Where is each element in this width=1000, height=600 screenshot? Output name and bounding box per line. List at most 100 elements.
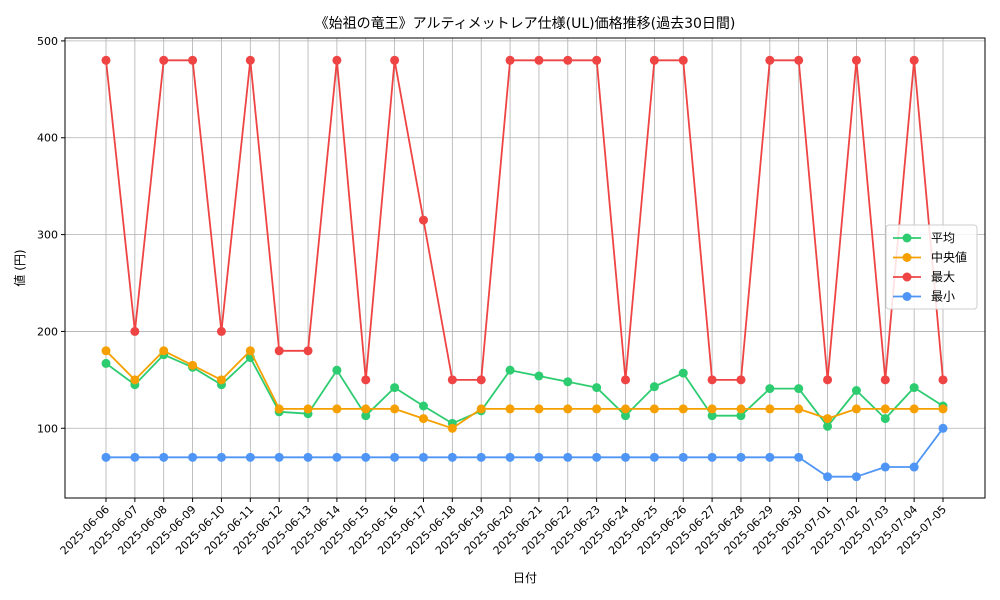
- data-point: [910, 404, 919, 413]
- data-point: [823, 414, 832, 423]
- data-point: [823, 375, 832, 384]
- y-tick-label: 200: [37, 325, 58, 338]
- data-point: [650, 453, 659, 462]
- data-point: [217, 327, 226, 336]
- data-point: [794, 453, 803, 462]
- chart-title: 《始祖の竜王》アルティメットレア仕様(UL)価格推移(過去30日間): [315, 15, 736, 32]
- data-point: [765, 56, 774, 65]
- legend-label: 平均: [931, 231, 955, 245]
- data-point: [881, 414, 890, 423]
- data-point: [736, 453, 745, 462]
- data-point: [332, 56, 341, 65]
- data-point: [852, 56, 861, 65]
- data-point: [246, 346, 255, 355]
- data-point: [910, 463, 919, 472]
- data-point: [621, 453, 630, 462]
- data-point: [506, 453, 515, 462]
- data-point: [275, 453, 284, 462]
- y-tick-label: 500: [37, 35, 58, 48]
- data-point: [679, 369, 688, 378]
- data-point: [592, 453, 601, 462]
- data-point: [852, 472, 861, 481]
- data-point: [534, 404, 543, 413]
- data-point: [130, 327, 139, 336]
- legend-marker: [903, 273, 912, 282]
- data-point: [159, 346, 168, 355]
- data-point: [159, 56, 168, 65]
- data-point: [621, 404, 630, 413]
- data-point: [794, 384, 803, 393]
- data-point: [679, 453, 688, 462]
- data-point: [910, 56, 919, 65]
- data-point: [419, 453, 428, 462]
- data-point: [794, 404, 803, 413]
- data-point: [304, 453, 313, 462]
- data-point: [102, 346, 111, 355]
- data-point: [102, 453, 111, 462]
- data-point: [390, 404, 399, 413]
- legend-marker: [903, 292, 912, 301]
- data-point: [390, 383, 399, 392]
- data-point: [102, 359, 111, 368]
- data-point: [592, 383, 601, 392]
- legend-marker: [903, 253, 912, 262]
- y-axis-label: 値 (円): [12, 249, 27, 286]
- data-point: [477, 453, 486, 462]
- data-point: [419, 402, 428, 411]
- data-point: [506, 404, 515, 413]
- legend-label: 最大: [931, 270, 955, 284]
- x-axis-label: 日付: [513, 571, 537, 585]
- data-point: [534, 56, 543, 65]
- data-point: [794, 56, 803, 65]
- y-tick-label: 100: [37, 422, 58, 435]
- legend-label: 中央値: [931, 250, 967, 265]
- data-point: [332, 453, 341, 462]
- data-point: [361, 404, 370, 413]
- data-point: [130, 453, 139, 462]
- data-point: [102, 56, 111, 65]
- data-point: [563, 404, 572, 413]
- data-point: [332, 366, 341, 375]
- data-point: [765, 453, 774, 462]
- data-point: [419, 414, 428, 423]
- data-point: [419, 216, 428, 225]
- data-point: [881, 404, 890, 413]
- y-tick-label: 400: [37, 132, 58, 145]
- y-tick-label: 300: [37, 229, 58, 242]
- data-point: [679, 56, 688, 65]
- data-point: [159, 453, 168, 462]
- data-point: [563, 453, 572, 462]
- data-point: [765, 384, 774, 393]
- data-point: [881, 463, 890, 472]
- data-point: [332, 404, 341, 413]
- data-point: [650, 382, 659, 391]
- data-point: [304, 346, 313, 355]
- data-point: [188, 361, 197, 370]
- data-point: [563, 56, 572, 65]
- data-point: [823, 472, 832, 481]
- data-point: [275, 346, 284, 355]
- data-point: [708, 453, 717, 462]
- data-point: [708, 375, 717, 384]
- data-point: [246, 453, 255, 462]
- data-point: [448, 375, 457, 384]
- data-point: [910, 383, 919, 392]
- data-point: [506, 56, 515, 65]
- data-point: [477, 404, 486, 413]
- data-point: [448, 424, 457, 433]
- data-point: [534, 453, 543, 462]
- data-point: [650, 56, 659, 65]
- data-point: [708, 404, 717, 413]
- data-point: [390, 453, 399, 462]
- data-point: [275, 404, 284, 413]
- data-point: [390, 56, 399, 65]
- line-chart: 100200300400500 2025-06-062025-06-072025…: [0, 0, 1000, 600]
- data-point: [217, 453, 226, 462]
- data-point: [939, 404, 948, 413]
- data-point: [736, 375, 745, 384]
- data-point: [130, 375, 139, 384]
- data-point: [592, 404, 601, 413]
- data-point: [621, 375, 630, 384]
- data-point: [939, 424, 948, 433]
